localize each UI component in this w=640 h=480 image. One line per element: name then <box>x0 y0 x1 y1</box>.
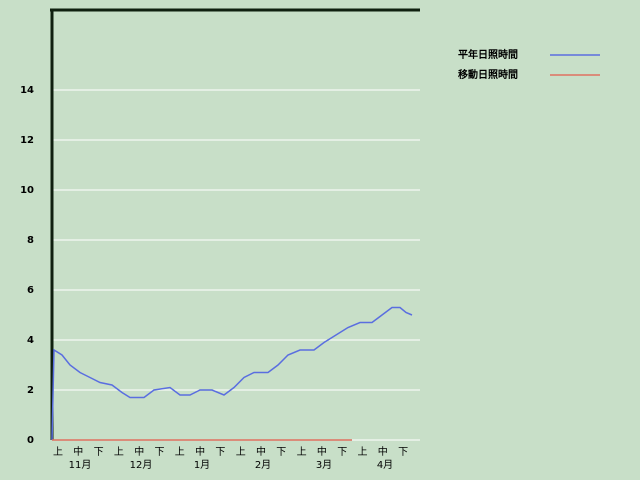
x-tick-label: 下 <box>398 447 408 458</box>
month-label: 4月 <box>377 459 393 471</box>
x-tick-label: 上 <box>297 446 307 458</box>
x-tick-label: 下 <box>337 447 347 458</box>
x-tick-label: 中 <box>73 445 83 458</box>
month-label: 2月 <box>255 459 271 471</box>
y-tick-label: 12 <box>20 135 34 146</box>
y-tick-label: 8 <box>27 235 34 246</box>
x-tick-label: 下 <box>155 447 165 458</box>
x-tick-label: 上 <box>358 446 368 458</box>
x-tick-label: 上 <box>114 446 124 458</box>
y-tick-label: 2 <box>27 385 34 396</box>
month-label: 12月 <box>130 459 153 471</box>
x-tick-label: 中 <box>256 445 266 458</box>
legend-label: 移動日照時間 <box>458 68 518 81</box>
month-label: 3月 <box>316 459 332 471</box>
month-label: 1月 <box>194 459 210 471</box>
x-tick-label: 中 <box>195 445 205 458</box>
x-tick-label: 下 <box>276 447 286 458</box>
y-tick-label: 10 <box>20 185 34 196</box>
x-tick-label: 上 <box>53 446 63 458</box>
x-tick-label: 下 <box>215 447 225 458</box>
y-tick-label: 0 <box>27 435 34 446</box>
y-tick-label: 6 <box>27 285 34 296</box>
x-tick-label: 中 <box>317 445 327 458</box>
legend-label: 平年日照時間 <box>458 48 518 61</box>
y-tick-label: 14 <box>20 85 34 96</box>
series-line <box>51 306 413 441</box>
x-tick-label: 中 <box>378 445 388 458</box>
x-tick-label: 上 <box>175 446 185 458</box>
month-label: 11月 <box>69 459 92 471</box>
x-tick-label: 中 <box>134 445 144 458</box>
y-tick-label: 4 <box>27 335 34 346</box>
x-tick-label: 上 <box>236 446 246 458</box>
x-tick-label: 下 <box>94 447 104 458</box>
